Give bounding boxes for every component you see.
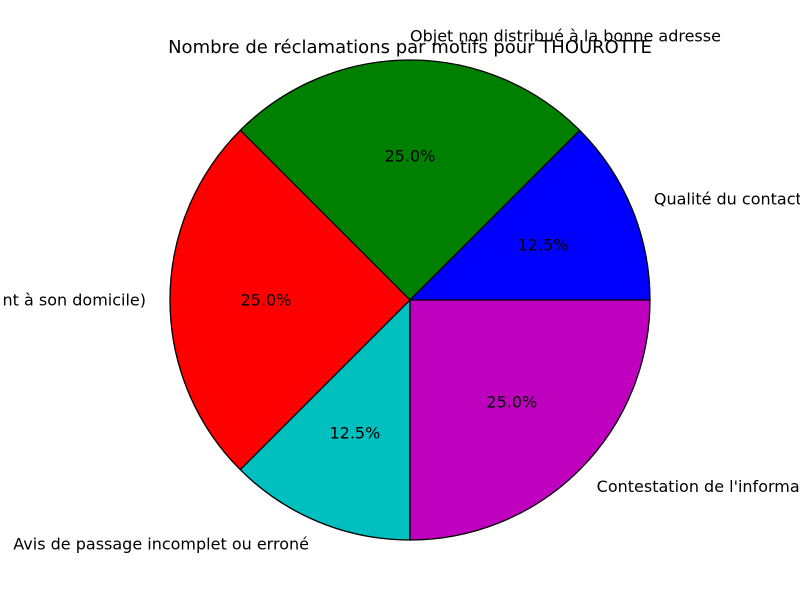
- percent-labels: 12.5% 25.0% 25.0% 12.5% 25.0%: [241, 147, 569, 443]
- pie-slice: [169, 129, 411, 471]
- pie-slice: [409, 299, 651, 541]
- slice-category-label: Contestation de l'informa: [597, 477, 800, 496]
- pie-slice: [239, 299, 411, 541]
- slice-category-label: Qualité du contact: [654, 189, 800, 208]
- slice-category-label: nt à son domicile): [3, 291, 147, 310]
- slice-category-label: Objet non distribué à la bonne adresse: [410, 27, 721, 46]
- slice-percent-label: 12.5%: [518, 235, 569, 254]
- pie-wedges: [169, 59, 651, 541]
- slice-category-label: Avis de passage incomplet ou erroné: [13, 534, 309, 553]
- slice-percent-label: 25.0%: [385, 147, 436, 166]
- slice-percent-label: 12.5%: [329, 424, 380, 443]
- pie-slice: [239, 59, 581, 301]
- chart-title: Nombre de réclamations par motifs pour T…: [168, 37, 652, 58]
- slice-percent-label: 25.0%: [241, 291, 292, 310]
- category-labels: Qualité du contact Objet non distribué à …: [3, 27, 800, 554]
- pie-slice: [409, 129, 651, 301]
- slice-percent-label: 25.0%: [486, 392, 537, 411]
